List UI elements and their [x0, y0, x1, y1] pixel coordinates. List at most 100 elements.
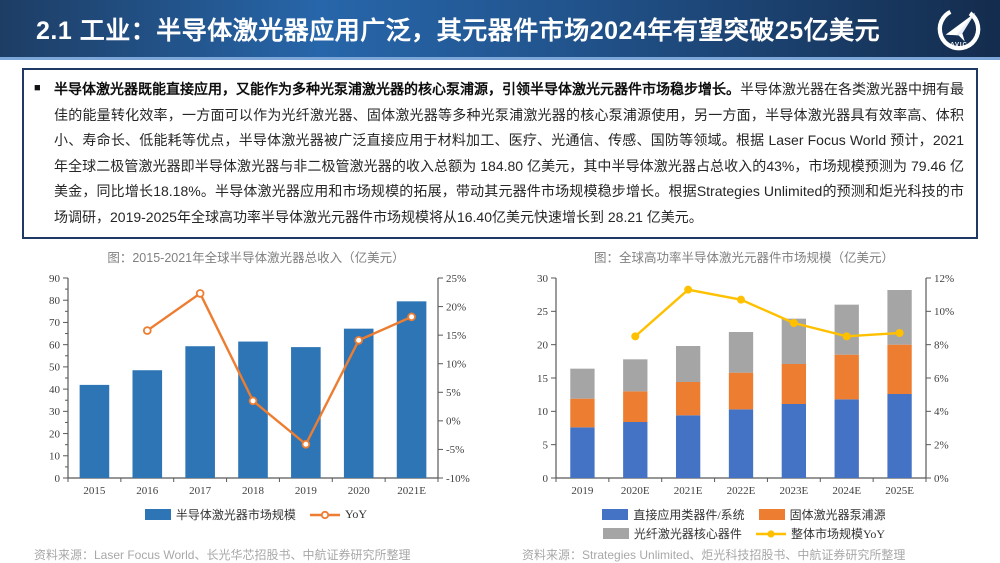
line-marker	[737, 295, 745, 304]
summary-lead-sentence: 半导体激光器既能直接应用，又能作为多种光泵浦激光器的核心泵浦源，引领半导体激光元…	[54, 81, 740, 97]
bar-segment	[570, 427, 595, 478]
svg-text:25: 25	[537, 306, 549, 318]
chart-laser-revenue: 图：2015-2021年全球半导体激光器总收入（亿美元） 0 10 20 30 40 50…	[24, 245, 488, 542]
bar-segment	[834, 399, 859, 478]
svg-text:-10%: -10%	[446, 473, 470, 485]
summary-paragraph: 半导体激光器既能直接应用，又能作为多种光泵浦激光器的核心泵浦源，引领半导体激光元…	[54, 77, 964, 230]
chart-title-left: 图：2015-2021年全球半导体激光器总收入（亿美元）	[107, 251, 405, 265]
svg-text:2025E: 2025E	[885, 485, 914, 497]
avic-logo-icon: AVIC	[937, 7, 981, 50]
bar-segment	[79, 384, 110, 478]
line-marker	[142, 326, 152, 335]
line-marker	[195, 289, 205, 298]
svg-text:30: 30	[49, 406, 61, 418]
legend-swatch-bar	[602, 509, 629, 520]
svg-text:2%: 2%	[934, 439, 949, 451]
legend-label: YoY	[344, 507, 368, 521]
bar-segment	[834, 304, 859, 355]
svg-text:2021E: 2021E	[674, 485, 703, 497]
svg-text:25%: 25%	[446, 273, 466, 285]
svg-text:2017: 2017	[189, 485, 212, 497]
charts-row: 图：2015-2021年全球半导体激光器总收入（亿美元） 0 10 20 30 40 50…	[0, 245, 1000, 542]
line-marker	[354, 335, 364, 345]
svg-text:AVIC: AVIC	[950, 42, 968, 48]
chart-title-right: 图：全球高功率半导体激光元器件市场规模（亿美元）	[593, 251, 894, 265]
svg-text:20: 20	[537, 339, 549, 351]
svg-text:0: 0	[55, 473, 61, 485]
svg-text:5: 5	[543, 439, 549, 451]
bar-segment	[728, 332, 754, 373]
legend-swatch-bar	[602, 528, 629, 539]
svg-text:70: 70	[49, 317, 61, 329]
chart-legend-left: 半导体激光器市场规模 YoY	[24, 506, 488, 523]
slide-header: 2.1 工业：半导体激光器应用广泛，其元器件市场2024年有望突破25亿美元 A…	[0, 0, 1000, 60]
bar-segment	[781, 364, 807, 404]
bar-segment	[675, 346, 701, 382]
line-marker	[895, 329, 904, 337]
svg-text:90: 90	[49, 273, 61, 285]
bar-segment	[834, 354, 859, 400]
semiconductor-laser-revenue-plot: 0 10 20 30 40 50 60 70 80 90 -10% -5% 0% 5% 10% 15% 20% 2…	[49, 273, 470, 497]
bar-segment	[185, 346, 215, 478]
legend-swatch-line	[755, 529, 786, 538]
svg-text:0%: 0%	[934, 473, 949, 485]
chart-component-market: 图：全球高功率半导体激光元器件市场规模（亿美元） 0 5 10 15 20 25 30 0% 2…	[512, 245, 976, 542]
line-marker	[301, 439, 311, 449]
sources-row: 资料来源：Laser Focus World、长光华芯招股书、中航证券研究所整理…	[0, 546, 1000, 563]
legend-swatch-bar	[144, 509, 171, 520]
svg-text:2023E: 2023E	[779, 485, 808, 497]
svg-text:40: 40	[49, 384, 61, 396]
legend-swatch-bar	[758, 509, 785, 520]
svg-text:12%: 12%	[934, 273, 954, 285]
chart-canvas-right: 0 5 10 15 20 25 30 0% 2% 4% 6% 8% 10% 12% 2019 2020E 202…	[512, 268, 976, 506]
bar-segment	[675, 415, 701, 478]
svg-text:15%: 15%	[446, 330, 466, 342]
bar-segment	[343, 328, 374, 478]
bar-segment	[396, 301, 427, 478]
line-marker	[407, 312, 416, 322]
svg-text:30: 30	[537, 273, 549, 285]
legend-swatch-line	[309, 510, 340, 519]
svg-text:10: 10	[537, 406, 549, 418]
source-note-right: 资料来源：Strategies Unlimited、炬光科技招股书、中航证券研究…	[522, 548, 906, 562]
line-marker	[842, 332, 851, 341]
legend-item: 光纤激光器核心器件	[602, 525, 742, 542]
svg-text:10%: 10%	[446, 359, 466, 371]
svg-text:2022E: 2022E	[727, 485, 756, 497]
bar-segment	[623, 391, 648, 422]
svg-text:-5%: -5%	[446, 444, 464, 456]
legend-item: 半导体激光器市场规模	[144, 506, 296, 523]
bar-segment	[623, 359, 648, 392]
legend-label: 直接应用类器件/系统	[633, 508, 745, 522]
bar-segment	[675, 382, 701, 416]
svg-text:5%: 5%	[446, 387, 461, 399]
legend-label: 半导体激光器市场规模	[175, 508, 296, 522]
source-note-left: 资料来源：Laser Focus World、长光华芯招股书、中航证券研究所整理	[34, 548, 411, 562]
bars	[79, 301, 427, 478]
bar-segment	[728, 409, 754, 478]
legend-label: 整体市场规模YoY	[790, 527, 886, 541]
legend-item: 整体市场规模YoY	[755, 525, 886, 542]
chart-canvas-left: 0 10 20 30 40 50 60 70 80 90 -10% -5% 0% 5% 10% 15% 20% 2…	[24, 268, 488, 506]
bar-segment	[132, 370, 163, 478]
svg-text:2019: 2019	[295, 485, 318, 497]
bullet-square-icon: ■	[34, 82, 41, 94]
svg-text:8%: 8%	[934, 339, 949, 351]
x-axis-labels: 2015 2016 2017 2018 2019 2020 2021E	[67, 478, 439, 497]
bars	[570, 290, 912, 478]
legend-item: YoY	[309, 507, 368, 522]
line-marker	[248, 396, 258, 406]
svg-text:60: 60	[49, 339, 61, 351]
x-axis-labels: 2019 2020E 2021E 2022E 2023E 2024E 2025E	[555, 478, 927, 497]
svg-text:2019: 2019	[571, 485, 594, 497]
left-axis-ticks: 0 5 10 15 20 25 30	[537, 273, 556, 485]
svg-text:2021E: 2021E	[397, 485, 426, 497]
svg-text:2018: 2018	[242, 485, 265, 497]
svg-text:2015: 2015	[83, 485, 106, 497]
svg-text:20%: 20%	[446, 301, 466, 313]
legend-label: 光纤激光器核心器件	[633, 527, 742, 541]
svg-text:2016: 2016	[136, 485, 159, 497]
bar-segment	[570, 368, 595, 399]
high-power-component-market-plot: 0 5 10 15 20 25 30 0% 2% 4% 6% 8% 10% 12% 2019 2020E 202…	[537, 273, 954, 497]
svg-text:50: 50	[49, 362, 61, 374]
